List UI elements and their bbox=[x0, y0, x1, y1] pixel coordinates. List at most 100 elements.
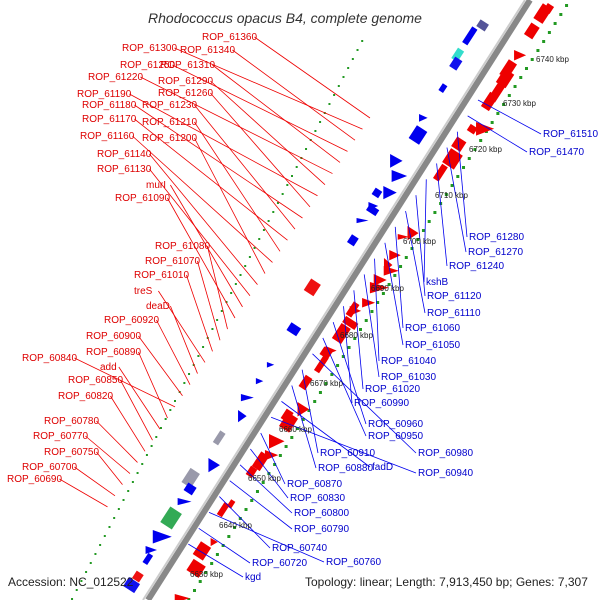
gene-label-right: ROP_60760 bbox=[326, 557, 381, 568]
gene-label-right: ROP_61120 bbox=[427, 291, 482, 302]
scale-dot bbox=[238, 517, 242, 520]
gene-label-left: ROP_61090 bbox=[115, 193, 170, 204]
leader-line-left bbox=[170, 184, 243, 308]
leader-line-right bbox=[343, 306, 353, 404]
scale-dot bbox=[244, 265, 247, 267]
gene-label-right: ROP_60950 bbox=[368, 431, 423, 442]
scale-dot bbox=[233, 526, 237, 529]
gene-arrow bbox=[356, 218, 369, 224]
leader-line-right bbox=[415, 195, 426, 297]
scale-dot bbox=[305, 148, 308, 150]
scale-dot bbox=[204, 571, 208, 574]
scale-dot bbox=[444, 193, 448, 196]
leader-line-right bbox=[301, 369, 319, 454]
gene-block bbox=[286, 322, 302, 337]
gene-arrow bbox=[397, 234, 410, 240]
scale-dot bbox=[117, 508, 120, 510]
gene-label-left: ROP_60770 bbox=[33, 431, 88, 442]
gene-label-right: ROP_61110 bbox=[427, 308, 481, 319]
gene-label-left: ROP_60840 bbox=[22, 353, 77, 364]
scale-dot bbox=[164, 418, 167, 420]
gene-label-left: ROP_61360 bbox=[202, 32, 257, 43]
gene-label-right: ROP_60830 bbox=[290, 493, 345, 504]
scale-dot bbox=[187, 598, 191, 600]
leader-line-left bbox=[110, 395, 146, 452]
leader-line-left bbox=[207, 245, 228, 330]
gene-arrow bbox=[369, 282, 389, 294]
gene-label-right: ROP_61240 bbox=[449, 261, 504, 272]
scale-dot bbox=[530, 58, 534, 61]
gene-block bbox=[298, 374, 313, 391]
scale-label: 6690 kbp bbox=[371, 284, 404, 293]
scale-dot bbox=[399, 265, 403, 268]
scale-dot bbox=[278, 454, 282, 457]
scale-dot bbox=[103, 535, 106, 537]
scale-dot bbox=[248, 256, 251, 258]
scale-dot bbox=[211, 328, 214, 330]
gene-label-left: ROP_61180 bbox=[82, 100, 137, 111]
leader-line-left bbox=[59, 478, 108, 508]
gene-label-right: ROP_61280 bbox=[469, 232, 524, 243]
scale-dot bbox=[318, 391, 322, 394]
gene-label-left: ROP_61200 bbox=[142, 133, 197, 144]
gene-label-left: ROP_61080 bbox=[155, 241, 210, 252]
scale-dot bbox=[450, 184, 454, 187]
gene-arrow bbox=[177, 498, 192, 506]
scale-dot bbox=[267, 220, 270, 222]
scale-dot bbox=[255, 490, 259, 493]
scale-dot bbox=[234, 283, 237, 285]
gene-label-right: ROP_60740 bbox=[272, 543, 327, 554]
gene-label-left: ROP_61250 bbox=[120, 60, 175, 71]
scale-label: 6630 kbp bbox=[190, 570, 223, 579]
scale-dot bbox=[301, 418, 305, 421]
scale-dot bbox=[221, 544, 225, 547]
gene-block bbox=[371, 187, 383, 199]
gene-arrow bbox=[240, 394, 254, 402]
accession-text: Accession: NC_012522 bbox=[8, 575, 134, 589]
leader-line-right bbox=[423, 179, 427, 283]
scale-dot bbox=[433, 211, 437, 214]
scale-dot bbox=[230, 292, 233, 294]
scale-label: 6710 kbp bbox=[435, 191, 468, 200]
scale-dot bbox=[341, 355, 345, 358]
leader-line-left bbox=[129, 93, 318, 197]
gene-label-left: ROP_61340 bbox=[180, 45, 235, 56]
gene-block bbox=[331, 322, 351, 344]
leader-line-right bbox=[239, 464, 293, 514]
gene-label-left: ROP_60700 bbox=[22, 462, 77, 473]
scale-dot bbox=[113, 517, 116, 519]
scale-dot bbox=[314, 130, 317, 132]
scale-dot bbox=[131, 481, 134, 483]
scale-dot bbox=[250, 499, 254, 502]
leader-line-left bbox=[120, 379, 153, 441]
leader-line-left bbox=[210, 92, 311, 208]
scale-dot bbox=[108, 526, 111, 528]
scale-dot bbox=[290, 436, 294, 439]
gene-label-left: ROP_61170 bbox=[82, 114, 137, 125]
gene-label-left: ROP_60900 bbox=[86, 331, 141, 342]
scale-dot bbox=[553, 22, 557, 25]
leader-line-right bbox=[363, 274, 380, 378]
scale-label: 6650 kbp bbox=[248, 474, 281, 483]
scale-dot bbox=[159, 427, 162, 429]
leader-line-left bbox=[158, 290, 206, 363]
scale-label: 6680 kbp bbox=[340, 331, 373, 340]
gene-block bbox=[183, 482, 197, 496]
scale-dot bbox=[227, 535, 231, 538]
scale-dot bbox=[404, 256, 408, 259]
scale-dot bbox=[94, 553, 97, 555]
gene-label-right: kgd bbox=[245, 572, 261, 583]
gene-arrow bbox=[152, 530, 172, 544]
gene-arrow bbox=[266, 362, 275, 368]
leader-line-left bbox=[186, 274, 213, 352]
leader-line-right bbox=[260, 432, 286, 485]
leader-line-left bbox=[74, 466, 116, 497]
leader-line-right bbox=[332, 321, 367, 425]
scale-dot bbox=[462, 166, 466, 169]
gene-block bbox=[319, 346, 333, 360]
leader-line-right bbox=[374, 258, 380, 362]
scale-dot bbox=[490, 121, 494, 124]
gene-label-left: ROP_60920 bbox=[104, 315, 159, 326]
leader-line-left bbox=[149, 168, 251, 297]
